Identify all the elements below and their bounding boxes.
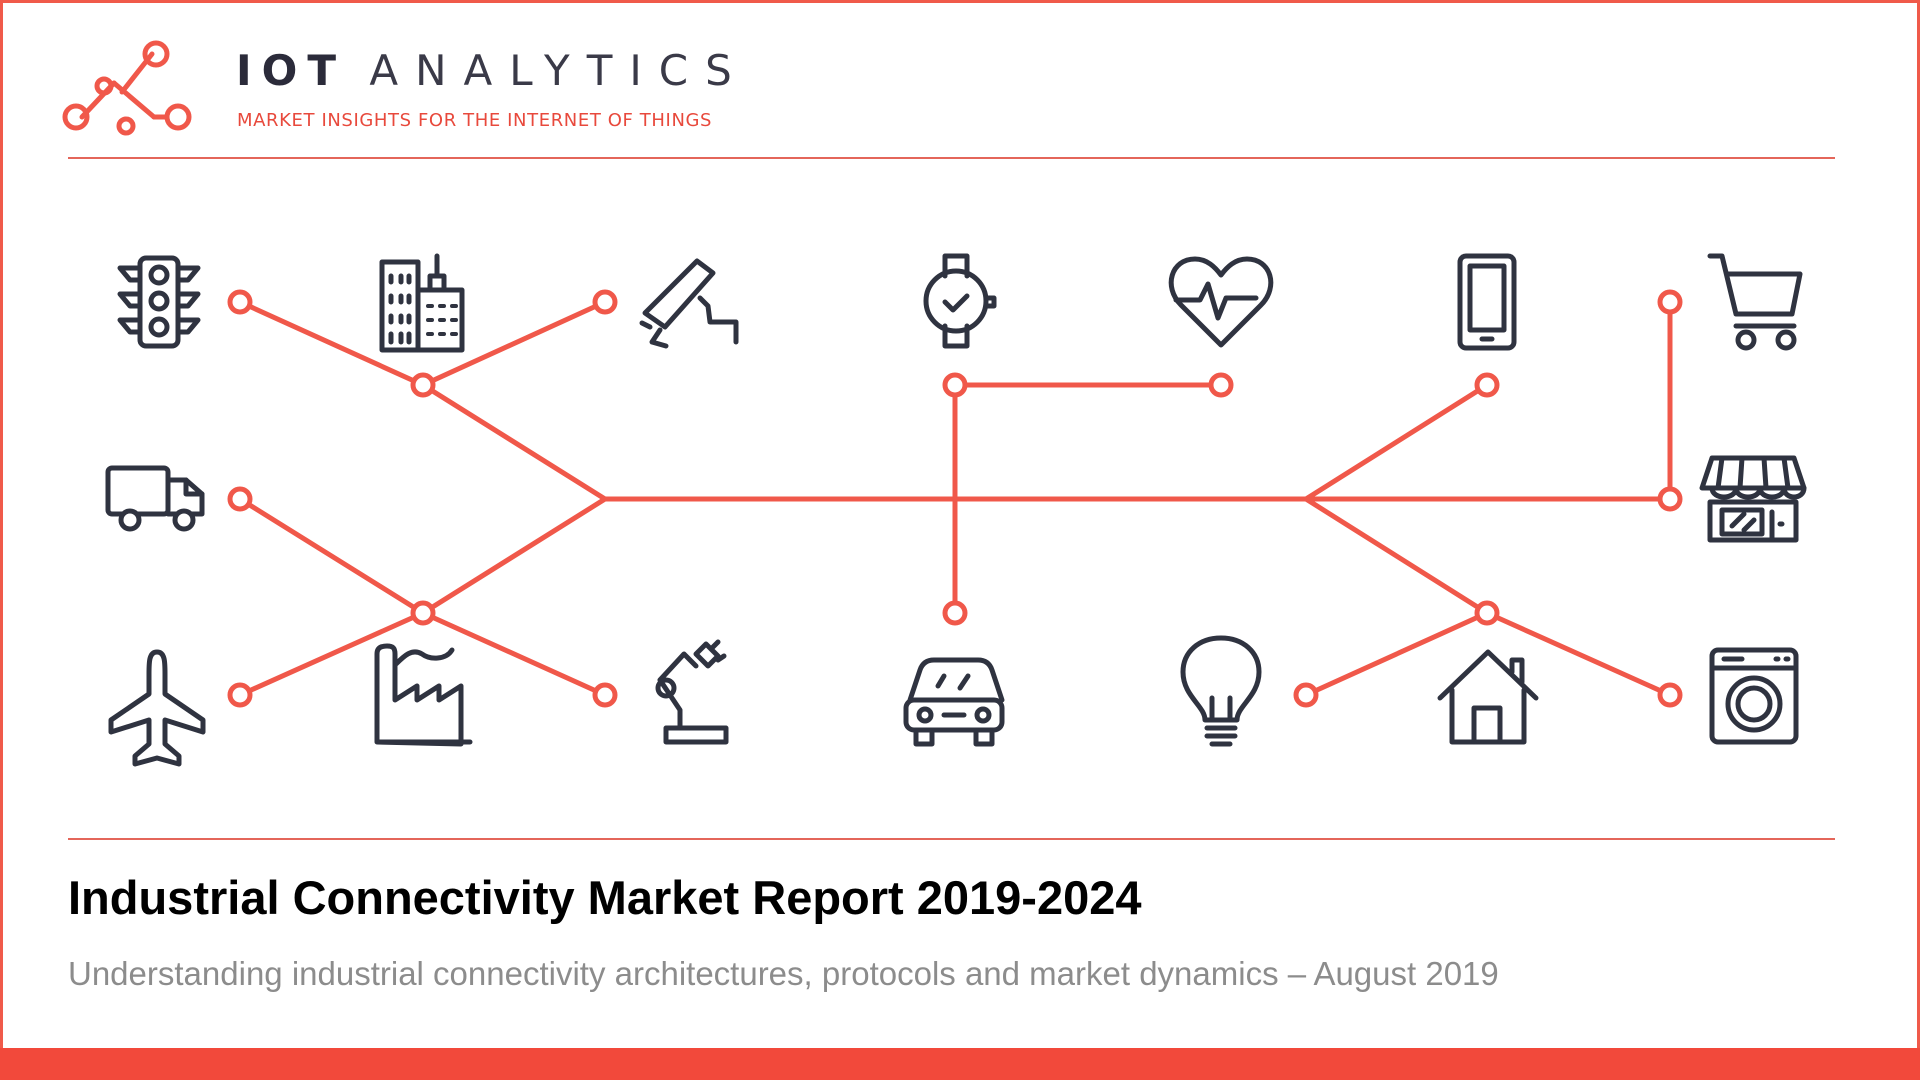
airplane-icon bbox=[108, 649, 206, 767]
factory-icon bbox=[374, 643, 473, 747]
iot-analytics-logo-icon bbox=[62, 40, 192, 136]
traffic-light-icon bbox=[117, 255, 201, 349]
heart-rate-icon bbox=[1168, 256, 1274, 348]
storefront-icon bbox=[1699, 455, 1807, 543]
brand-tagline: MARKET INSIGHTS FOR THE INTERNET OF THIN… bbox=[237, 110, 713, 131]
brand-name-light: ANALYTICS bbox=[369, 46, 749, 95]
report-title: Industrial Connectivity Market Report 20… bbox=[68, 871, 1142, 924]
office-building-icon bbox=[379, 253, 465, 353]
shopping-cart-icon bbox=[1707, 253, 1803, 351]
bottom-divider bbox=[68, 838, 1835, 840]
smartphone-icon bbox=[1457, 253, 1517, 351]
robot-arm-icon bbox=[655, 639, 729, 745]
top-divider bbox=[68, 157, 1835, 159]
car-icon bbox=[903, 657, 1005, 747]
washing-machine-icon bbox=[1709, 647, 1799, 745]
house-icon bbox=[1437, 649, 1539, 745]
connector-nodes bbox=[227, 289, 1683, 708]
report-subtitle: Understanding industrial connectivity ar… bbox=[68, 955, 1499, 992]
smartwatch-icon bbox=[923, 253, 997, 349]
delivery-truck-icon bbox=[105, 465, 205, 532]
security-camera-icon bbox=[639, 258, 739, 349]
light-bulb-icon bbox=[1180, 635, 1262, 747]
footer-accent-bar bbox=[0, 1048, 1920, 1080]
brand-name-bold: IOT bbox=[236, 46, 346, 95]
brand-name: IOT ANALYTICS bbox=[236, 46, 749, 95]
connector-lines bbox=[237, 299, 1673, 698]
